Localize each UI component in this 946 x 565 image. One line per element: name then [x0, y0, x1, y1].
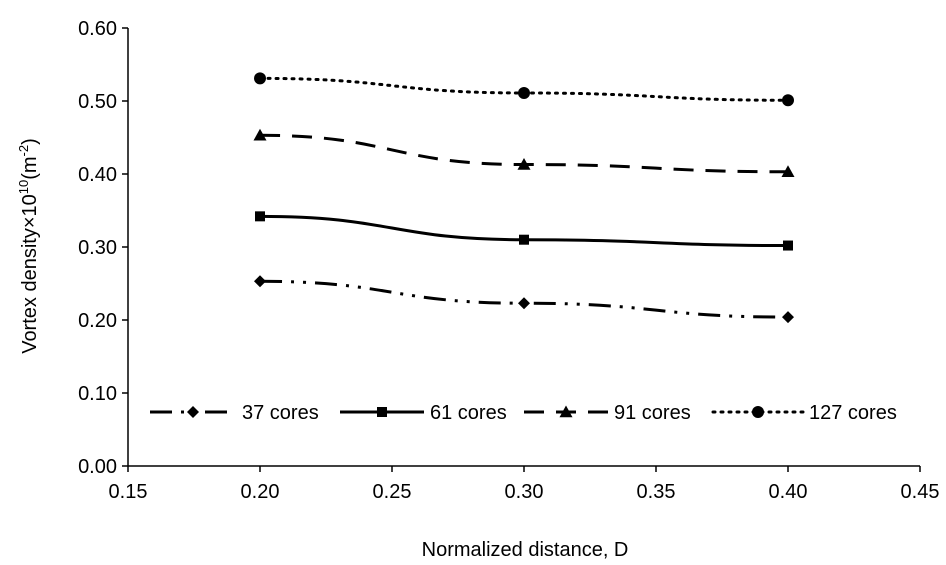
y-axis-title-prefix: Vortex density×10: [19, 194, 41, 354]
legend-entry: 91 cores: [524, 402, 691, 424]
data-point: [783, 240, 793, 251]
y-axis-title-sup2: -2: [16, 145, 31, 157]
y-tick-label: 0.60: [78, 18, 117, 40]
data-point: [518, 86, 530, 99]
data-point: [782, 311, 794, 324]
legend-marker: [752, 406, 764, 418]
y-tick-label: 0.30: [78, 237, 117, 259]
y-tick-label: 0.40: [78, 164, 117, 186]
data-point: [517, 158, 531, 170]
x-tick-label: 0.15: [109, 481, 148, 503]
y-axis-title-sup1: 10: [16, 180, 31, 194]
series-61-cores: [255, 211, 793, 251]
legend-entry: 127 cores: [711, 402, 897, 424]
x-tick-label: 0.20: [241, 481, 280, 503]
data-point: [253, 128, 267, 141]
legend-marker: [377, 407, 387, 417]
data-point: [782, 94, 794, 107]
x-tick-label: 0.40: [769, 481, 808, 503]
series-127-cores: [254, 72, 794, 107]
legend: 37 cores 61 cores 91 cores 127 cores: [150, 402, 897, 424]
y-axis-title-middle: (m: [19, 156, 41, 179]
y-tick-label: 0.20: [78, 310, 117, 332]
y-tick-label: 0.10: [78, 383, 117, 405]
x-tick-label: 0.35: [637, 481, 676, 503]
x-tick-label: 0.25: [373, 481, 412, 503]
data-point: [254, 275, 266, 288]
legend-label: 37 cores: [242, 402, 319, 424]
series-layer: [253, 72, 795, 324]
legend-entry: 37 cores: [150, 402, 319, 424]
series-91-cores: [253, 128, 795, 178]
data-point: [255, 211, 265, 222]
legend-label: 127 cores: [809, 402, 897, 424]
legend-marker: [559, 405, 573, 418]
y-axis-title-suffix: ): [19, 138, 41, 145]
legend-label: 91 cores: [614, 402, 691, 424]
x-tick-label: 0.45: [901, 481, 940, 503]
axes: 0.00 0.10 0.20 0.30 0.40 0.50 0.60 0.15 0.20 0.25…: [78, 18, 939, 503]
legend-marker: [187, 406, 199, 418]
x-axis-title: Normalized distance, D: [422, 539, 629, 561]
x-tick-label: 0.30: [505, 481, 544, 503]
data-point: [781, 165, 795, 178]
series-37-cores: [254, 275, 794, 324]
data-point: [519, 234, 529, 245]
legend-label: 61 cores: [430, 402, 507, 424]
y-axis-title: Vortex density×1010(m-2): [16, 138, 41, 354]
data-point: [518, 297, 530, 310]
legend-entry: 61 cores: [340, 402, 507, 424]
y-tick-label: 0.50: [78, 91, 117, 113]
data-point: [254, 72, 266, 85]
y-tick-label: 0.00: [78, 456, 117, 478]
